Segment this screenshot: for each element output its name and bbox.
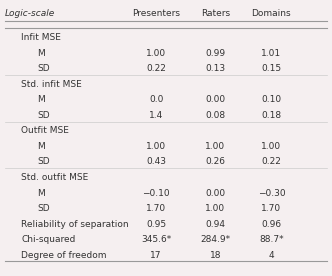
Text: SD: SD <box>38 64 50 73</box>
Text: 0.95: 0.95 <box>146 220 166 229</box>
Text: SD: SD <box>38 157 50 166</box>
Text: Domains: Domains <box>252 9 291 18</box>
Text: Outfit MSE: Outfit MSE <box>21 126 69 135</box>
Text: 0.13: 0.13 <box>205 64 225 73</box>
Text: 0.99: 0.99 <box>205 49 225 58</box>
Text: 1.00: 1.00 <box>205 204 225 213</box>
Text: SD: SD <box>38 111 50 120</box>
Text: 1.00: 1.00 <box>146 49 166 58</box>
Text: M: M <box>38 142 45 151</box>
Text: 1.00: 1.00 <box>261 142 282 151</box>
Text: 0.94: 0.94 <box>206 220 225 229</box>
Text: Chi-squared: Chi-squared <box>21 235 75 244</box>
Text: 0.22: 0.22 <box>146 64 166 73</box>
Text: −0.30: −0.30 <box>258 189 285 198</box>
Text: Infit MSE: Infit MSE <box>21 33 61 42</box>
Text: 0.00: 0.00 <box>205 95 225 104</box>
Text: 345.6*: 345.6* <box>141 235 171 244</box>
Text: 0.10: 0.10 <box>261 95 282 104</box>
Text: Presenters: Presenters <box>132 9 180 18</box>
Text: 88.7*: 88.7* <box>259 235 284 244</box>
Text: 1.00: 1.00 <box>205 142 225 151</box>
Text: 0.18: 0.18 <box>261 111 282 120</box>
Text: 0.96: 0.96 <box>261 220 282 229</box>
Text: Std. outfit MSE: Std. outfit MSE <box>21 173 88 182</box>
Text: Raters: Raters <box>201 9 230 18</box>
Text: 17: 17 <box>150 251 162 260</box>
Text: 0.0: 0.0 <box>149 95 163 104</box>
Text: Logic-scale: Logic-scale <box>5 9 55 18</box>
Text: 0.22: 0.22 <box>261 157 281 166</box>
Text: 1.00: 1.00 <box>146 142 166 151</box>
Text: 18: 18 <box>209 251 221 260</box>
Text: Std. infit MSE: Std. infit MSE <box>21 80 82 89</box>
Text: Reliability of separation: Reliability of separation <box>21 220 129 229</box>
Text: SD: SD <box>38 204 50 213</box>
Text: −0.10: −0.10 <box>142 189 170 198</box>
Text: 0.08: 0.08 <box>205 111 225 120</box>
Text: 1.4: 1.4 <box>149 111 163 120</box>
Text: M: M <box>38 189 45 198</box>
Text: M: M <box>38 49 45 58</box>
Text: 1.01: 1.01 <box>261 49 282 58</box>
Text: 1.70: 1.70 <box>261 204 282 213</box>
Text: M: M <box>38 95 45 104</box>
Text: 0.15: 0.15 <box>261 64 282 73</box>
Text: 4: 4 <box>269 251 274 260</box>
Text: Degree of freedom: Degree of freedom <box>21 251 107 260</box>
Text: 284.9*: 284.9* <box>200 235 230 244</box>
Text: 0.43: 0.43 <box>146 157 166 166</box>
Text: 1.70: 1.70 <box>146 204 166 213</box>
Text: 0.26: 0.26 <box>206 157 225 166</box>
Text: 0.00: 0.00 <box>205 189 225 198</box>
